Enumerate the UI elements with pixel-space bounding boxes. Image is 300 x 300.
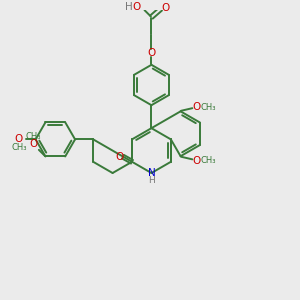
Text: CH₃: CH₃ <box>201 156 216 165</box>
Text: CH₃: CH₃ <box>26 132 41 141</box>
Text: H: H <box>125 2 133 12</box>
Text: CH₃: CH₃ <box>11 143 27 152</box>
Text: O: O <box>192 102 200 112</box>
Text: O: O <box>15 134 23 144</box>
Text: O: O <box>30 139 38 149</box>
Text: O: O <box>161 3 170 13</box>
Text: O: O <box>133 2 141 12</box>
Text: CH₃: CH₃ <box>201 103 216 112</box>
Text: O: O <box>147 48 156 58</box>
Text: H: H <box>148 176 155 185</box>
Text: O: O <box>115 152 124 162</box>
Text: N: N <box>148 168 155 178</box>
Text: O: O <box>192 155 200 166</box>
